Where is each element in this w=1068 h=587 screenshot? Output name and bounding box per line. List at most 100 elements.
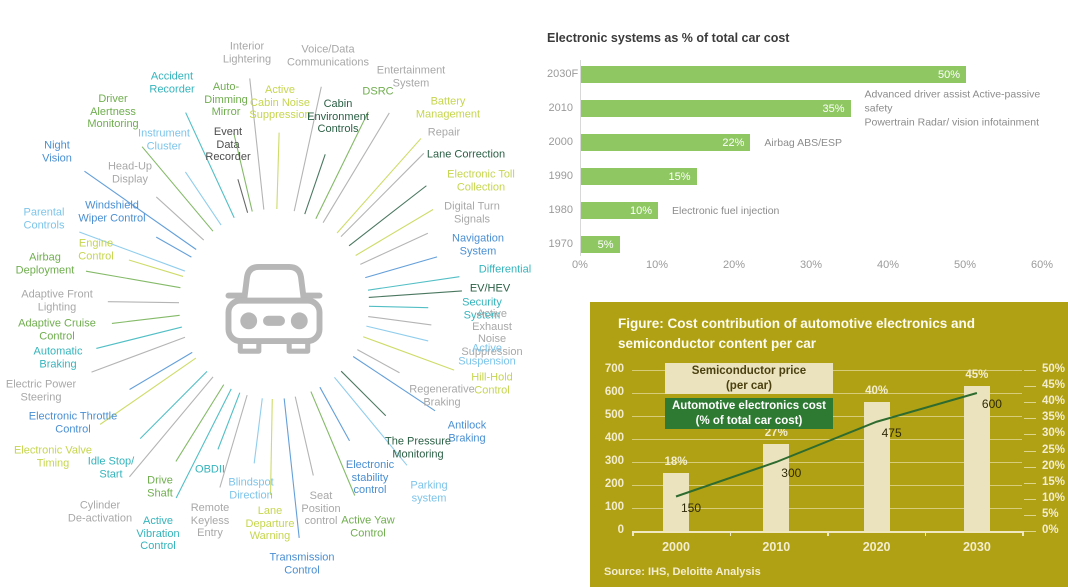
category-label: 1970	[548, 238, 573, 250]
radial-label: Digital Turn Signals	[444, 200, 500, 225]
radial-spoke	[99, 357, 197, 425]
radial-label: Electric Power Steering	[5, 378, 77, 403]
bar-percent-label: 45%	[965, 369, 989, 382]
bar-value-label: 15%	[668, 170, 691, 183]
bar-value-label: 10%	[629, 204, 652, 217]
right-axis-label: 10%	[1042, 491, 1066, 504]
radial-label: Accident Recorder	[149, 70, 195, 95]
category-label: 1980	[548, 204, 573, 216]
radial-label: OBDII	[195, 463, 225, 476]
line-point-label: 600	[981, 397, 1002, 411]
gridline	[632, 508, 1022, 509]
radial-spoke	[237, 179, 249, 213]
radial-spoke	[348, 185, 427, 247]
right-axis-label: 35%	[1042, 411, 1066, 424]
radial-label: Head-Up Display	[107, 160, 153, 185]
radial-label: Adaptive Cruise Control	[18, 317, 96, 342]
x-category-label: 2020	[862, 540, 891, 554]
bar-annotation: Advanced driver assist Active-passive sa…	[864, 88, 1041, 129]
bar: 50%	[581, 66, 966, 83]
x-axis-tick-label: 50%	[953, 259, 977, 271]
bar-value-label: 35%	[822, 102, 845, 115]
radial-spoke	[294, 396, 314, 476]
radial-spoke	[367, 276, 460, 291]
category-label: 2030F	[547, 68, 579, 80]
radial-label: Driver Alertness Monitoring	[87, 93, 139, 131]
x-category-label: 2030	[962, 540, 991, 554]
radial-label: Adaptive Front Lighting	[21, 288, 93, 313]
baseline-tick	[729, 531, 731, 536]
radial-spoke	[141, 146, 214, 232]
right-axis-label: 15%	[1042, 475, 1066, 488]
source-note: Source: IHS, Deloitte Analysis	[604, 566, 761, 578]
right-axis-tick	[1024, 386, 1036, 388]
radial-spoke	[304, 154, 326, 215]
radial-spoke	[129, 351, 193, 390]
radial-label: Interior Lightering	[222, 40, 272, 65]
legend-box: Automotive electronics cost (% of total …	[665, 398, 833, 429]
radial-label: Engine Control	[78, 237, 114, 262]
category-label: 2000	[548, 136, 573, 148]
category-label: 2010	[548, 102, 573, 114]
bar: 5%	[581, 236, 620, 253]
x-category-label: 2000	[662, 540, 690, 554]
radial-label: Electronic Valve Timing	[13, 444, 93, 469]
radial-spokes	[79, 78, 462, 538]
radial-spoke	[310, 391, 356, 496]
radial-spoke	[276, 132, 280, 210]
bar-value-label: 5%	[597, 238, 614, 251]
radial-spoke	[185, 112, 235, 218]
radial-label: Airbag Deployment	[15, 251, 75, 276]
right-axis-tick	[1024, 434, 1036, 436]
radial-spoke	[366, 325, 429, 342]
radial-spoke	[253, 398, 263, 464]
radial-spoke	[85, 270, 181, 289]
radial-label: EV/HEV	[469, 282, 511, 295]
right-axis-tick	[1024, 418, 1036, 420]
radial-spoke	[340, 370, 387, 417]
legend-box: Semiconductor price (per car)	[665, 363, 833, 394]
left-axis-label: 200	[604, 478, 624, 490]
radial-label: Active Vibration Control	[136, 515, 180, 553]
left-axis-label: 0	[617, 524, 624, 536]
line-point-label: 300	[781, 466, 802, 480]
radial-spoke	[334, 376, 408, 466]
radial-spoke	[360, 232, 429, 265]
bar-annotation: Electronic fuel injection	[672, 204, 780, 217]
radial-label: Differential	[478, 263, 532, 276]
x-category-label: 2010	[762, 540, 791, 554]
radial-label: Drive Shaft	[147, 474, 173, 499]
car-front-icon	[225, 263, 323, 354]
radial-spoke	[84, 170, 197, 250]
radial-label: Regenerative Braking	[409, 383, 475, 408]
left-axis-label: 700	[604, 363, 624, 375]
baseline-tick	[827, 531, 829, 536]
right-axis-tick	[1024, 466, 1036, 468]
line-point-label: 475	[881, 425, 902, 440]
radial-label: Electronic Throttle Control	[28, 410, 118, 435]
electronics-percent-bar-chart: Electronic systems as % of total car cos…	[547, 26, 1068, 284]
radial-label: The Pressure Monitoring	[384, 435, 452, 460]
bar-percent-label: 18%	[664, 456, 688, 469]
radial-label: Active Exhaust Noise Suppression	[461, 307, 523, 358]
radial-label: Cabin Environment Controls	[307, 98, 369, 136]
right-axis-label: 50%	[1042, 363, 1066, 375]
radial-label: Cylinder De-activation	[67, 499, 133, 524]
radial-spoke	[139, 370, 208, 439]
radial-spoke	[368, 315, 432, 326]
bar: 35%	[581, 100, 851, 117]
baseline-tick	[1022, 531, 1024, 536]
bar: 10%	[581, 202, 658, 219]
radial-label: Active Yaw Control	[341, 514, 395, 539]
radial-spoke	[219, 394, 248, 488]
radial-spoke	[319, 386, 351, 442]
radial-label: Electronic stability control	[345, 459, 395, 497]
radial-spoke	[315, 111, 369, 219]
radial-spoke	[111, 314, 180, 324]
radial-label: Repair	[427, 126, 461, 139]
y-axis-line	[580, 60, 581, 256]
figure-title: Figure: Cost contribution of automotive …	[618, 316, 976, 352]
radial-spoke	[91, 336, 186, 373]
radial-label: Automatic Braking	[33, 345, 83, 370]
radial-label: Idle Stop/ Start	[87, 455, 135, 480]
